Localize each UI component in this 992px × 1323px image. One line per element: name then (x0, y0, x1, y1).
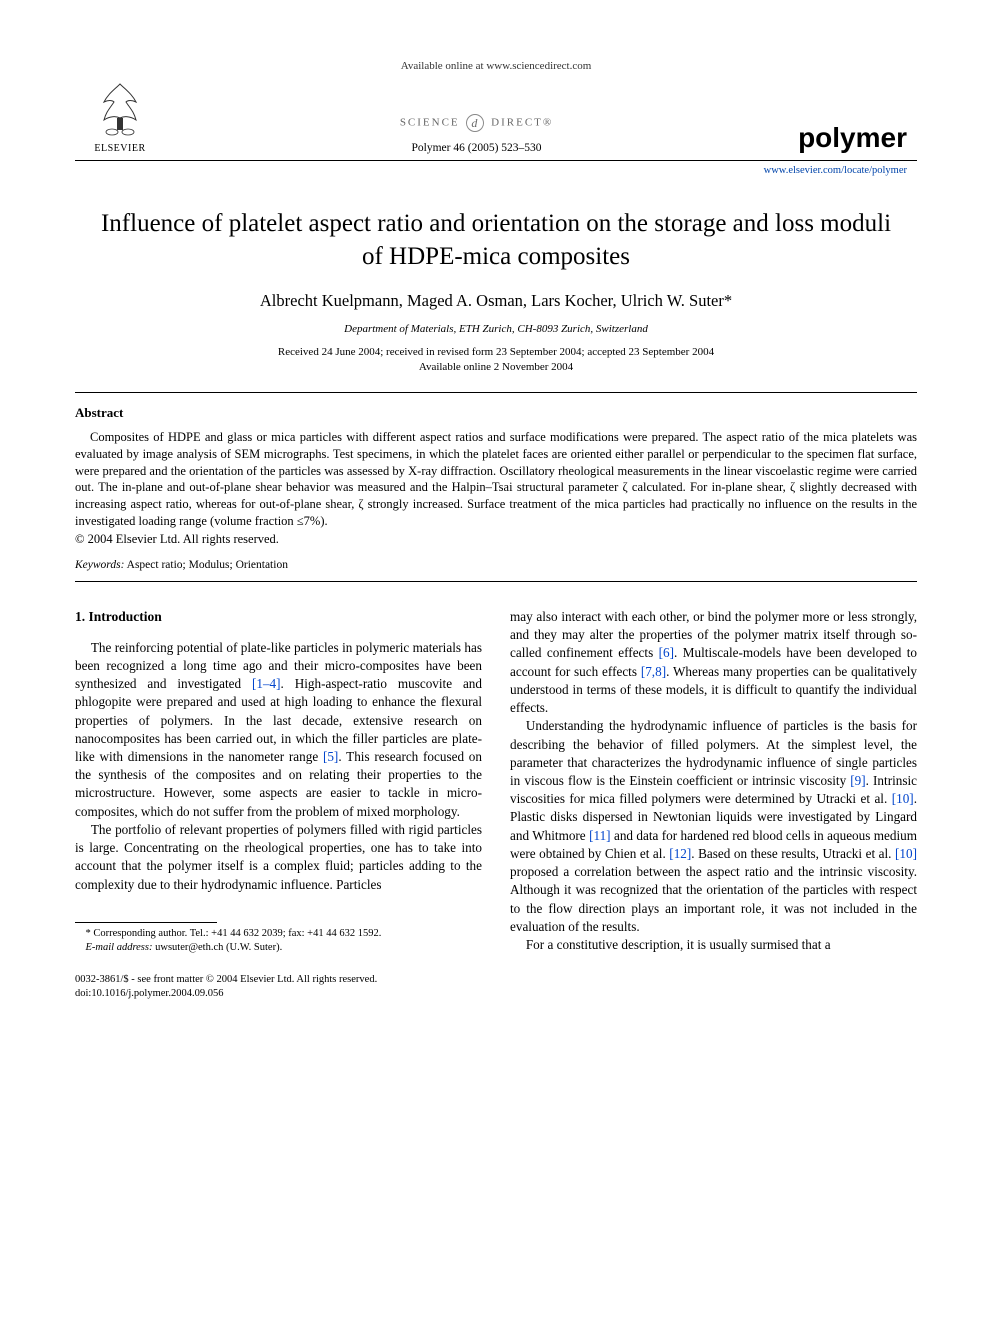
elsevier-text: ELSEVIER (85, 143, 155, 154)
ref-10b[interactable]: [10] (895, 846, 917, 861)
sd-text-1: SCIENCE (400, 117, 460, 129)
ref-1-4[interactable]: [1–4] (252, 676, 281, 691)
authors-line: Albrecht Kuelpmann, Maged A. Osman, Lars… (75, 291, 917, 311)
intro-para-1: The reinforcing potential of plate-like … (75, 639, 482, 821)
intro-para-2: The portfolio of relevant properties of … (75, 821, 482, 894)
sciencedirect-logo: SCIENCE d DIRECT® (155, 114, 798, 132)
ref-9[interactable]: [9] (850, 773, 865, 788)
abstract-top-rule (75, 392, 917, 393)
section-1-heading: 1. Introduction (75, 608, 482, 627)
keywords-text: Aspect ratio; Modulus; Orientation (124, 559, 288, 571)
keywords-label: Keywords: (75, 559, 124, 571)
header-rule-thick (75, 160, 917, 161)
bottom-block: 0032-3861/$ - see front matter © 2004 El… (75, 973, 482, 1000)
article-title: Influence of platelet aspect ratio and o… (95, 208, 897, 273)
intro-para-3: may also interact with each other, or bi… (510, 608, 917, 717)
intro-para-5: For a constitutive description, it is us… (510, 936, 917, 954)
p4e: . Based on these results, Utracki et al. (691, 846, 895, 861)
ref-7-8[interactable]: [7,8] (641, 664, 666, 679)
elsevier-tree-icon (94, 80, 146, 136)
doi-line: doi:10.1016/j.polymer.2004.09.056 (75, 987, 482, 1001)
journal-reference: Polymer 46 (2005) 523–530 (155, 142, 798, 154)
body-columns: 1. Introduction The reinforcing potentia… (75, 608, 917, 1000)
sd-at-icon: d (466, 114, 484, 132)
sd-text-2: DIRECT® (491, 117, 553, 129)
header-row: ELSEVIER SCIENCE d DIRECT® Polymer 46 (2… (75, 80, 917, 154)
email-address[interactable]: uwsuter@eth.ch (U.W. Suter). (152, 942, 282, 953)
ref-10a[interactable]: [10] (892, 791, 914, 806)
p4f: proposed a correlation between the aspec… (510, 864, 917, 934)
left-column: 1. Introduction The reinforcing potentia… (75, 608, 482, 1000)
available-online-text: Available online at www.sciencedirect.co… (75, 60, 917, 72)
journal-logo: polymer (798, 122, 907, 154)
affiliation: Department of Materials, ETH Zurich, CH-… (75, 323, 917, 335)
right-column: may also interact with each other, or bi… (510, 608, 917, 1000)
header-center: SCIENCE d DIRECT® Polymer 46 (2005) 523–… (155, 114, 798, 154)
abstract-bottom-rule (75, 581, 917, 582)
article-dates: Received 24 June 2004; received in revis… (75, 345, 917, 376)
issn-line: 0032-3861/$ - see front matter © 2004 El… (75, 973, 482, 987)
journal-url-link[interactable]: www.elsevier.com/locate/polymer (75, 165, 917, 176)
ref-11[interactable]: [11] (589, 828, 610, 843)
footnote-rule (75, 922, 217, 923)
intro-para-4: Understanding the hydrodynamic influence… (510, 717, 917, 936)
email-label: E-mail address: (86, 942, 153, 953)
dates-received: Received 24 June 2004; received in revis… (75, 345, 917, 360)
journal-brand-block: polymer (798, 122, 907, 154)
ref-12[interactable]: [12] (669, 846, 691, 861)
corresponding-footnote: * Corresponding author. Tel.: +41 44 632… (75, 927, 482, 941)
abstract-copyright: © 2004 Elsevier Ltd. All rights reserved… (75, 532, 917, 547)
ref-5[interactable]: [5] (323, 749, 338, 764)
elsevier-logo: ELSEVIER (85, 80, 155, 154)
ref-6[interactable]: [6] (659, 645, 674, 660)
abstract-text: Composites of HDPE and glass or mica par… (75, 429, 917, 530)
email-footnote: E-mail address: uwsuter@eth.ch (U.W. Sut… (75, 941, 482, 955)
abstract-heading: Abstract (75, 405, 917, 421)
keywords-line: Keywords: Aspect ratio; Modulus; Orienta… (75, 559, 917, 571)
dates-online: Available online 2 November 2004 (75, 360, 917, 375)
